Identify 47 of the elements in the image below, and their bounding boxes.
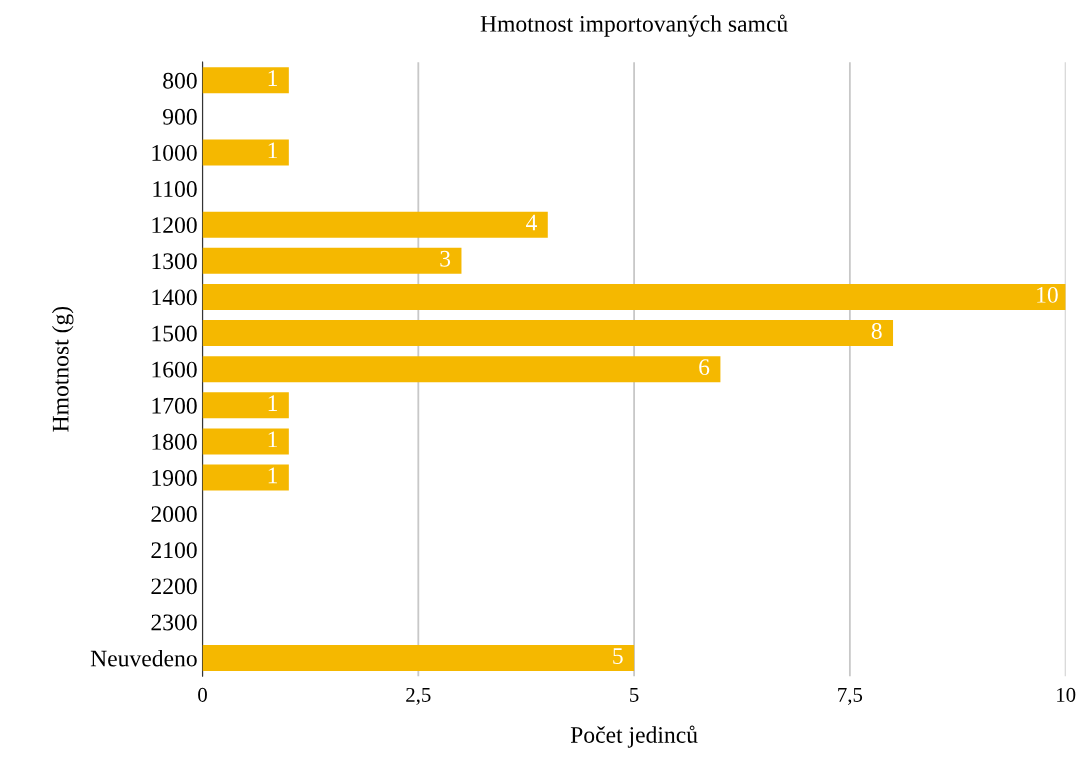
chart-title: Hmotnost importovaných samců <box>480 14 788 37</box>
y-tick-label: 1400 <box>152 289 197 306</box>
y-tick-label: Neuvedeno <box>90 649 197 667</box>
y-tick-label: 1000 <box>152 144 197 161</box>
y-tick-label: 2300 <box>151 614 197 631</box>
y-tick-label: 900 <box>163 108 197 125</box>
y-tick-label: 800 <box>163 72 197 89</box>
bar <box>202 428 289 455</box>
data-label: 1 <box>268 70 277 86</box>
data-label: 1 <box>268 431 277 448</box>
bar <box>202 139 289 166</box>
bar <box>202 464 289 491</box>
bar <box>202 356 721 383</box>
y-tick-label: 1700 <box>152 397 197 414</box>
bar <box>202 247 462 274</box>
bar <box>202 392 289 419</box>
x-tick-label: 7,5 <box>838 688 863 705</box>
y-tick-label: 1300 <box>152 253 197 270</box>
x-axis-title: Počet jedinců <box>570 725 698 748</box>
y-tick-label: 1800 <box>152 433 197 450</box>
x-tick-label: 0 <box>198 687 207 702</box>
x-tick-label: 10 <box>1057 687 1076 702</box>
bar <box>202 283 1066 310</box>
y-tick-label: 1900 <box>152 469 197 486</box>
y-tick-label: 1600 <box>152 361 197 378</box>
y-tick-label: 1200 <box>152 217 197 234</box>
bar <box>202 645 635 672</box>
data-label: 1 <box>268 467 277 484</box>
bar <box>202 320 894 347</box>
y-tick-label: 1500 <box>152 325 197 342</box>
y-tick-label: 2100 <box>151 542 197 559</box>
data-label: 1 <box>268 142 277 159</box>
data-label: 6 <box>699 359 710 376</box>
y-tick-label: 1100 <box>153 181 197 197</box>
data-label: 5 <box>613 648 623 664</box>
data-label: 1 <box>268 395 277 411</box>
data-label: 8 <box>871 323 882 339</box>
data-label: 3 <box>440 250 451 267</box>
y-tick-label: 2200 <box>151 578 197 595</box>
data-label: 10 <box>1037 286 1058 303</box>
data-label: 4 <box>526 214 537 231</box>
bar <box>202 67 289 94</box>
x-tick-label: 5 <box>630 688 639 702</box>
y-tick-label: 2000 <box>151 506 197 523</box>
x-tick-label: 2,5 <box>406 687 431 705</box>
bar <box>202 211 548 238</box>
y-axis-title: Hmotnost (g) <box>51 306 74 432</box>
